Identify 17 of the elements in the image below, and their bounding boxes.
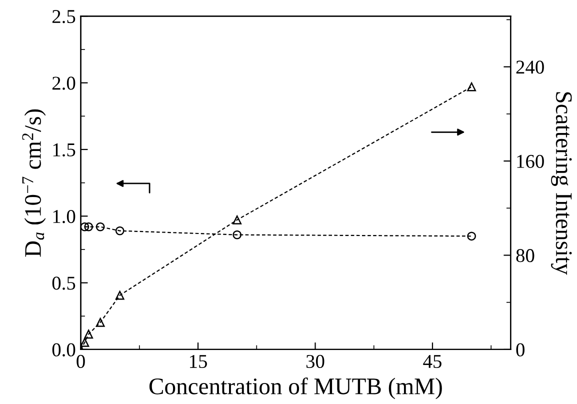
y-axis-title: D$_{a}$ (10$^{−7}$ cm$^{2}$/s) <box>22 109 46 257</box>
y2-tick-label: 80 <box>516 249 534 262</box>
x-tick-label: 0 <box>76 354 85 368</box>
y2-axis-title: Scattering Intensity <box>551 92 572 275</box>
x-tick-label: 15 <box>190 354 207 368</box>
x-axis-title: Concentration of MUTB (mM) <box>149 378 442 400</box>
y2-tick-label: 160 <box>517 154 544 168</box>
x-tick-label: 30 <box>306 354 324 368</box>
y-tick-label: 0.0 <box>52 343 76 356</box>
x-tick-label: 45 <box>423 355 442 368</box>
y-tick-label: 1.5 <box>53 143 76 157</box>
y2-tick-label: 240 <box>516 60 544 74</box>
y-tick-label: 2.5 <box>52 10 76 24</box>
y-tick-label: 2.0 <box>52 76 76 90</box>
y2-tick-label: 0 <box>516 343 524 356</box>
y-tick-label: 0.5 <box>52 276 76 290</box>
y-tick-label: 1.0 <box>53 210 76 224</box>
